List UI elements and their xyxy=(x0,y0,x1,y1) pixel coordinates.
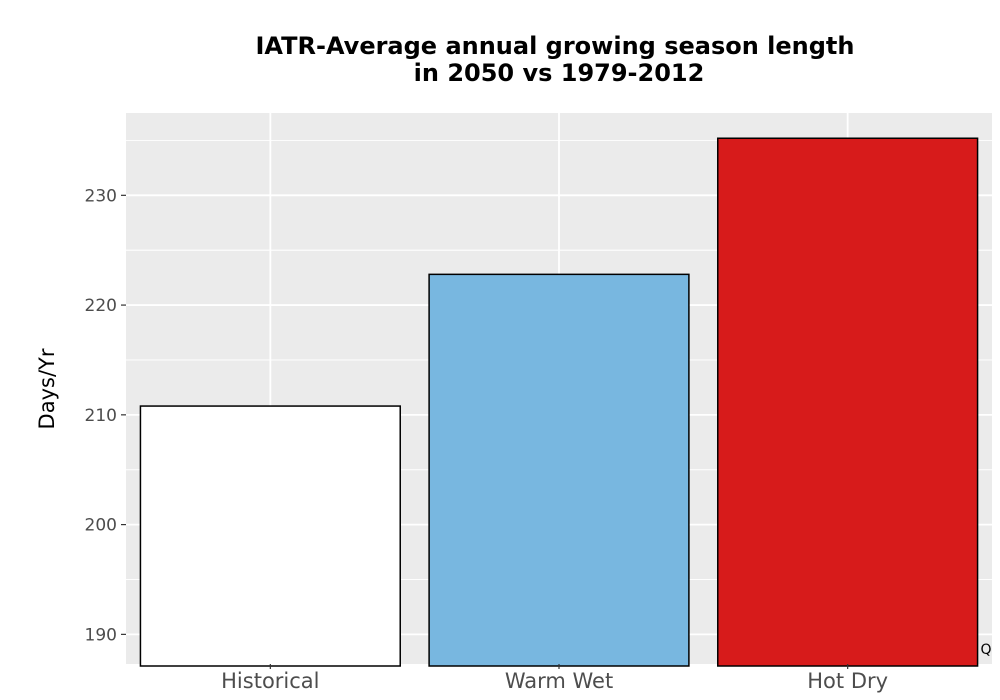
x-tick-label: Hot Dry xyxy=(807,669,888,693)
bar-hot-dry xyxy=(717,137,979,667)
x-tick-label: Historical xyxy=(221,669,319,693)
y-tick-label: 200 xyxy=(85,516,117,536)
y-axis-ticks: 190 200 210 220 230 xyxy=(85,186,126,645)
y-tick-label: 220 xyxy=(85,296,117,316)
chart-title-line-2: in 2050 vs 1979-2012 xyxy=(414,59,705,87)
y-tick-label: 190 xyxy=(85,625,117,645)
bars xyxy=(139,137,979,667)
bar-warm-wet xyxy=(428,273,690,667)
chart-title-line-1: IATR-Average annual growing season lengt… xyxy=(256,32,855,60)
x-axis-ticks: Historical Warm Wet Hot Dry xyxy=(221,664,888,693)
bar-historical xyxy=(139,405,401,667)
y-axis-title: Days/Yr xyxy=(35,348,59,429)
y-tick-label: 230 xyxy=(85,186,117,206)
y-tick-label: 210 xyxy=(85,406,117,426)
x-tick-label: Warm Wet xyxy=(505,669,613,693)
corner-label: Q xyxy=(980,642,991,658)
